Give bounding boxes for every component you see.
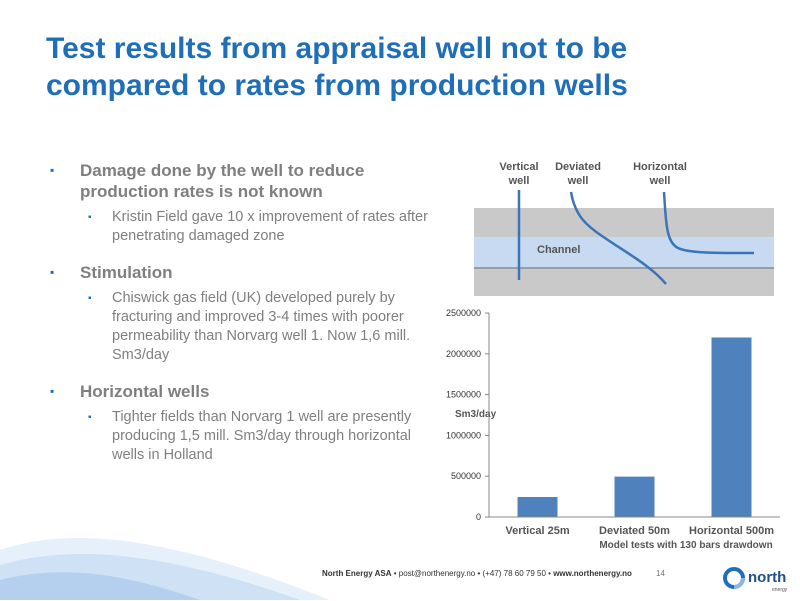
sub-bullet-marker-icon: ▪	[88, 293, 92, 304]
bar-0	[517, 497, 558, 517]
horizontal-well-path	[662, 191, 755, 255]
channel-layer	[474, 237, 774, 269]
sub-bullet-holland: ▪ Tighter fields than Norvarg 1 well are…	[80, 408, 430, 465]
deviated-well-label: Deviated	[555, 161, 601, 173]
bullet-stimulation: ▪ Stimulation	[50, 262, 430, 283]
logo-subtext: energy	[772, 587, 788, 593]
slide-title: Test results from appraisal well not to …	[46, 32, 628, 102]
y-tick-label: 1000000	[446, 430, 481, 440]
rock-layer	[474, 208, 774, 296]
horizontal-well-label: well	[649, 175, 671, 187]
sub-bullet-chiswick: ▪ Chiswick gas field (UK) developed pure…	[80, 289, 430, 365]
bullet-damage: ▪ Damage done by the well to reduce prod…	[50, 160, 430, 202]
north-energy-logo: north energy	[720, 560, 800, 596]
channel-label: Channel	[537, 244, 580, 256]
vertical-well-label: Vertical	[499, 161, 538, 173]
y-tick-label: 500000	[451, 471, 481, 481]
sub-bullet-marker-icon: ▪	[88, 412, 92, 423]
x-tick-label: Vertical 25m	[505, 525, 569, 537]
sub-bullet-chiswick-text: Chiswick gas field (UK) developed purely…	[112, 290, 411, 363]
y-tick-label: 2000000	[446, 349, 481, 359]
y-axis-label: Sm3/day	[455, 409, 497, 420]
footer-email: post@northenergy.no	[398, 569, 476, 578]
footer-separator: •	[548, 569, 551, 578]
bullet-list: ▪ Damage done by the well to reduce prod…	[50, 160, 430, 481]
footer-company: North Energy ASA	[322, 569, 392, 578]
y-tick-label: 1500000	[446, 390, 481, 400]
sub-bullet-kristin: ▪ Kristin Field gave 10 x improvement of…	[80, 208, 430, 246]
bullet-horizontal: ▪ Horizontal wells	[50, 381, 430, 402]
footer-phone: (+47) 78 60 79 50	[482, 569, 546, 578]
sub-bullet-holland-text: Tighter fields than Norvarg 1 well are p…	[112, 409, 412, 463]
bar-2	[711, 337, 752, 517]
y-tick-label: 2500000	[446, 308, 481, 318]
deviated-well-label: well	[567, 175, 589, 187]
bullet-damage-text: Damage done by the well to reduce produc…	[80, 161, 365, 201]
decorative-swoosh	[0, 538, 330, 600]
sub-bullet-kristin-text: Kristin Field gave 10 x improvement of r…	[112, 209, 428, 244]
page-number: 14	[656, 569, 665, 578]
bar-1	[614, 476, 655, 517]
bullet-stimulation-text: Stimulation	[80, 263, 173, 282]
bullet-marker-icon: ▪	[50, 384, 55, 398]
x-tick-label: Horizontal 500m	[689, 525, 774, 537]
x-axis-label: Model tests with 130 bars drawdown	[599, 540, 772, 551]
logo-ring-icon: north energy	[723, 567, 788, 593]
horizontal-well-label: Horizontal	[633, 161, 687, 173]
footer-separator: •	[393, 569, 397, 578]
sub-bullet-marker-icon: ▪	[88, 212, 92, 223]
y-tick-label: 0	[476, 512, 481, 522]
footer-contact: North Energy ASA • post@northenergy.no •…	[322, 569, 632, 578]
deviated-well-path	[569, 191, 667, 285]
vertical-well-label: well	[508, 175, 530, 187]
logo-text: north	[748, 569, 786, 586]
bullet-marker-icon: ▪	[50, 163, 55, 177]
x-tick-label: Deviated 50m	[599, 525, 670, 537]
bullet-marker-icon: ▪	[50, 265, 55, 279]
footer-web: www.northenergy.no	[553, 569, 632, 578]
footer-separator: •	[477, 569, 481, 578]
bullet-horizontal-text: Horizontal wells	[80, 382, 210, 401]
